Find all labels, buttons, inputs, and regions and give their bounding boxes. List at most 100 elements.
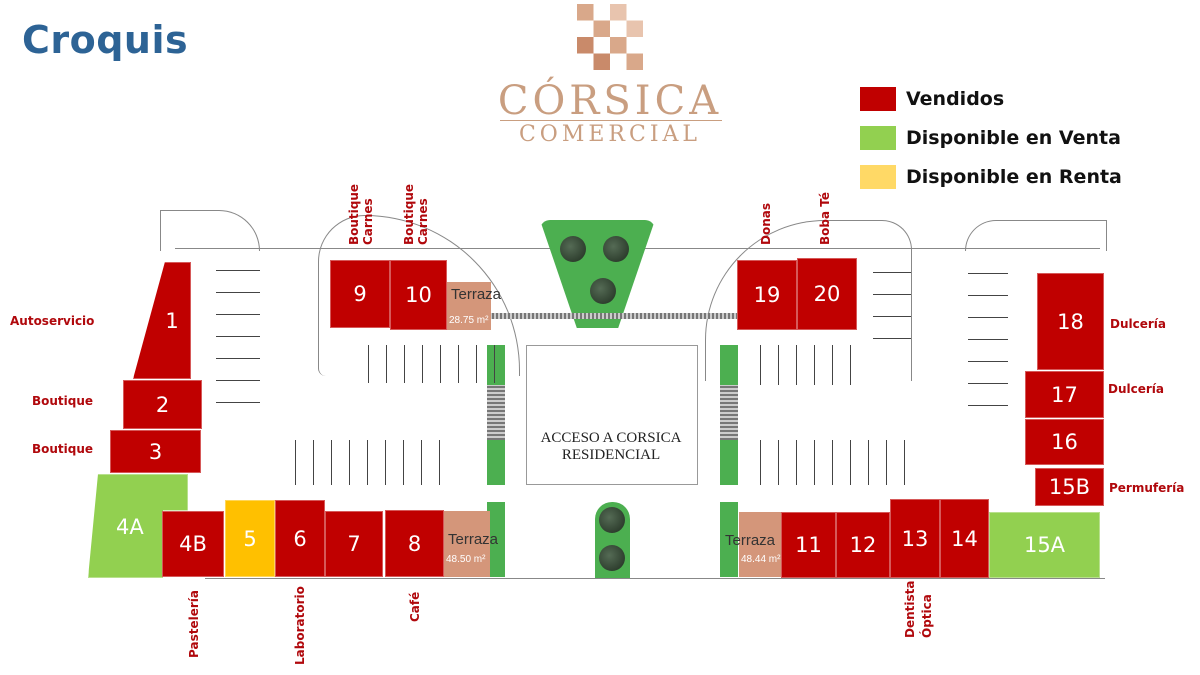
legend-label: Disponible en Renta	[906, 166, 1122, 188]
parking-stall	[386, 345, 387, 383]
unit-number: 2	[155, 392, 170, 417]
unit-3[interactable]: 3	[110, 430, 201, 473]
unit-number: 13	[901, 526, 929, 551]
legend-label: Vendidos	[906, 88, 1005, 110]
logo-subtitle: COMERCIAL	[518, 122, 702, 147]
garden	[540, 220, 655, 328]
unit-16[interactable]: 16	[1025, 419, 1104, 465]
parking-stall	[476, 345, 477, 383]
unit-number: 16	[1051, 430, 1078, 454]
parking-stall	[850, 345, 851, 385]
residential-access-label: ACCESO A CORSICA RESIDENCIAL	[540, 430, 682, 463]
tree-icon	[603, 236, 629, 262]
terrace-label: Terraza	[451, 286, 502, 303]
parking-stall	[778, 345, 779, 385]
legend-swatch	[860, 126, 896, 150]
parking-stall	[216, 292, 260, 293]
business-label-1: Autoservicio	[10, 314, 95, 328]
terrace-area: 48.44 m²	[741, 554, 781, 565]
business-label-3: Boutique	[32, 442, 94, 456]
legend-swatch	[860, 165, 896, 189]
terrace-area: 28.75 m²	[449, 315, 489, 326]
unit-17[interactable]: 17	[1025, 371, 1104, 418]
garden	[487, 502, 505, 577]
parking-stall	[968, 273, 1008, 274]
parking-stall	[814, 345, 815, 385]
unit-number: 1	[165, 308, 179, 333]
parking-stall	[421, 440, 422, 485]
tree-icon	[599, 545, 625, 571]
unit-12[interactable]: 12	[836, 512, 890, 578]
parking-stall	[832, 440, 833, 485]
parking-stall	[216, 402, 260, 403]
parking-stall	[494, 345, 495, 383]
business-label-2: Boutique	[32, 394, 94, 408]
unit-18[interactable]: 18	[1037, 273, 1104, 370]
residential-access	[526, 345, 698, 485]
terrace-label: Terraza	[448, 531, 499, 548]
unit-15b[interactable]: 15B	[1035, 468, 1104, 506]
page-title: Croquis	[22, 18, 189, 62]
unit-15a[interactable]: 15A	[989, 512, 1100, 578]
logo-name: CÓRSICA	[497, 78, 723, 124]
unit-number: 3	[148, 439, 163, 464]
parking-stall	[873, 316, 911, 317]
parking-stall	[968, 295, 1008, 296]
unit-13[interactable]: 13	[890, 499, 940, 578]
unit-number: 17	[1051, 382, 1078, 407]
unit-5[interactable]: 5	[225, 500, 275, 577]
parking-stall	[873, 338, 911, 339]
unit-1[interactable]: 1	[133, 262, 191, 379]
parking-stall	[349, 440, 350, 485]
crosswalk	[488, 313, 738, 319]
unit-8[interactable]: 8	[385, 510, 444, 577]
unit-number: 19	[753, 283, 781, 307]
unit-number: 4B	[179, 532, 207, 556]
legend-item-sold: Vendidos	[860, 86, 1004, 112]
terrace-area: 48.50 m²	[446, 554, 486, 565]
unit-20[interactable]: 20	[797, 258, 857, 330]
unit-number: 15B	[1048, 475, 1091, 499]
unit-number: 20	[813, 282, 841, 306]
terrace: Terraza 28.75 m²	[447, 282, 501, 330]
unit-9[interactable]: 9	[330, 260, 390, 328]
unit-number: 6	[293, 526, 307, 551]
tree-icon	[599, 507, 625, 533]
tree-icon	[590, 278, 616, 304]
terrace: Terraza 48.50 m²	[444, 511, 498, 577]
parking-stall	[295, 440, 296, 485]
business-label-15b: Permufería	[1109, 481, 1185, 495]
unit-11[interactable]: 11	[781, 512, 836, 578]
unit-number: 10	[405, 283, 432, 307]
parking-stall	[216, 380, 260, 381]
legend-label: Disponible en Venta	[906, 127, 1121, 149]
legend-swatch	[860, 87, 896, 111]
unit-number: 14	[951, 526, 978, 551]
business-label-18: Dulcería	[1110, 317, 1166, 331]
unit-2[interactable]: 2	[123, 380, 202, 429]
logo-divider	[500, 120, 722, 121]
parking-stall	[832, 345, 833, 385]
business-label-17: Dulcería	[1108, 382, 1164, 396]
unit-19[interactable]: 19	[737, 260, 797, 330]
parking-stall	[850, 440, 851, 485]
plan-outline	[965, 220, 1107, 251]
unit-6[interactable]: 6	[275, 500, 325, 577]
business-label-20: Boba Té	[818, 192, 832, 245]
business-label-10: Boutique Carnes	[402, 183, 430, 245]
parking-stall	[385, 440, 386, 485]
parking-stall	[439, 440, 440, 485]
parking-stall	[367, 440, 368, 485]
tree-icon	[560, 236, 586, 262]
logo-mark	[577, 4, 643, 70]
unit-number: 9	[353, 282, 367, 306]
unit-14[interactable]: 14	[940, 499, 989, 578]
crosswalk	[487, 385, 505, 440]
unit-7[interactable]: 7	[325, 511, 383, 577]
unit-number: 4A	[116, 515, 144, 539]
parking-stall	[968, 405, 1008, 406]
parking-stall	[760, 440, 761, 485]
parking-stall	[368, 345, 369, 383]
unit-4b[interactable]: 4B	[162, 511, 224, 577]
unit-10[interactable]: 10	[390, 260, 447, 330]
